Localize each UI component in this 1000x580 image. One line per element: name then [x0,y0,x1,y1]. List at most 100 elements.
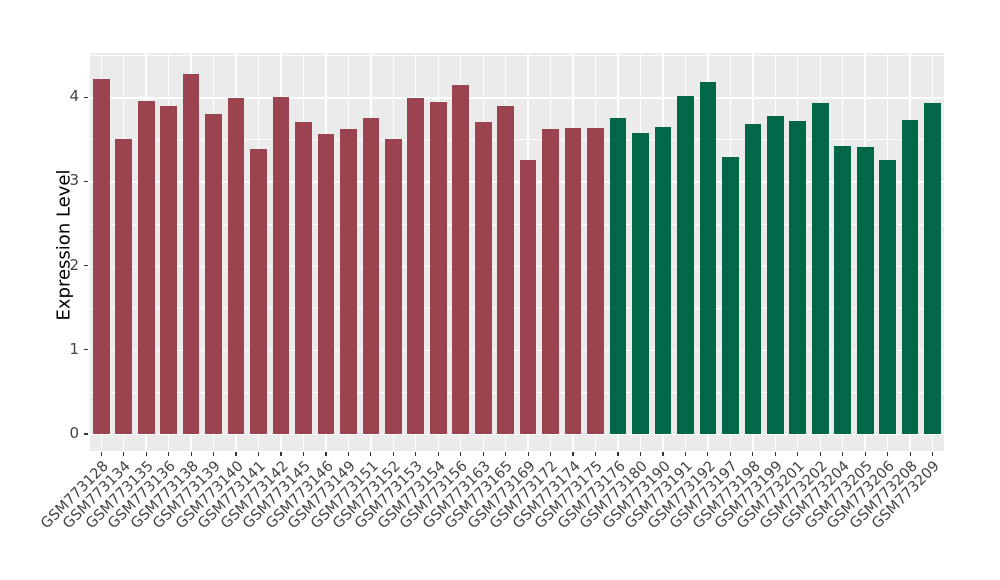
bar-GSM773140 [227,98,245,435]
x-tick-mark [505,451,507,456]
x-axis-slot: GSM773209 [869,451,943,576]
x-axis-slot: GSM773172 [487,451,561,576]
bar-GSM773145 [295,121,312,435]
x-axis-slot: GSM773153 [353,451,427,576]
y-tick-label: 0 [69,424,79,443]
x-tick-mark [774,451,776,456]
bar-slot [360,53,382,451]
bar-GSM773176 [609,118,627,435]
bar-slot [494,53,516,451]
bar-GSM773152 [385,139,402,435]
x-tick-mark [729,451,731,456]
x-tick-mark [145,451,147,456]
x-tick-mark [550,451,552,456]
bar-GSM773201 [789,120,807,435]
bar-slot [247,53,269,451]
bar-slot [629,53,651,451]
gridline-major [90,434,944,436]
x-tick-mark [212,451,215,456]
bar-slot [292,53,314,451]
x-axis-slot: GSM773139 [150,451,224,576]
x-tick-mark [168,451,170,456]
x-axis-slot: GSM773169 [465,451,539,576]
bar-slot [674,53,696,451]
bar-GSM773128 [92,78,110,435]
x-axis-slot: GSM773141 [195,451,269,576]
x-axis-slot: GSM773202 [757,451,831,576]
bar-slot [899,53,921,451]
x-tick-mark [415,451,417,456]
x-axis-slot: GSM773174 [510,451,584,576]
x-tick-mark [257,451,260,456]
bar-GSM773163 [474,122,492,435]
x-tick-mark [842,451,844,456]
x-axis-slot: GSM773198 [690,451,764,576]
bar-slot [472,53,494,451]
bar-slot [315,53,337,451]
x-tick-mark [347,451,349,456]
bar-slot [180,53,202,451]
x-tick-mark [437,451,439,456]
bar-GSM773142 [272,97,290,435]
x-axis-slot: GSM773151 [308,451,382,576]
bar-GSM773154 [429,102,447,435]
bar-slot [697,53,719,451]
bar-slot [225,53,247,451]
x-axis-slot: GSM773199 [712,451,786,576]
x-axis-slot: GSM773208 [847,451,921,576]
bar-GSM773134 [115,139,133,435]
x-axis-slot: GSM773156 [398,451,472,576]
x-axis-slot: GSM773152 [330,451,404,576]
x-tick-mark [662,451,664,456]
x-axis-slot: GSM773175 [532,451,606,576]
bar-GSM773202 [811,103,829,435]
x-tick-mark [123,451,125,456]
x-axis-slot: GSM773190 [600,451,674,576]
bar-slot [90,53,112,451]
bar-slot [112,53,134,451]
gridline-minor [90,223,944,225]
x-axis-slot: GSM773138 [128,451,202,576]
bar-slot [607,53,629,451]
bar-GSM773139 [205,114,222,435]
y-tick-label: 1 [69,339,79,358]
y-tick-label: 4 [69,87,79,106]
x-tick-mark [707,451,709,456]
bar-slot [854,53,876,451]
x-tick-mark [280,451,282,456]
bar-GSM773151 [362,118,380,435]
y-tick-mark [83,433,88,435]
bar-GSM773174 [564,128,582,435]
x-tick-mark [864,451,866,456]
bar-slot [427,53,449,451]
x-axis-slot: GSM773146 [263,451,337,576]
y-tick-mark [83,349,88,351]
bar-GSM773209 [924,103,941,435]
bar-slot [719,53,741,451]
gridline-minor [90,55,944,56]
bar-GSM773153 [407,98,425,435]
y-tick-mark [83,96,88,98]
x-tick-mark [617,451,619,456]
gridline-minor [90,139,944,140]
y-tick-mark [83,180,88,182]
bar-GSM773172 [542,129,559,435]
bar-slot [135,53,157,451]
x-axis-slot: GSM773192 [645,451,719,576]
bar-slot [584,53,606,451]
bar-GSM773146 [317,134,335,435]
x-tick-mark [887,451,889,456]
bar-slot [539,53,561,451]
y-axis: 0 1 2 3 4 [0,53,90,451]
bar-slot [270,53,292,451]
bar-slot [202,53,224,451]
x-tick-mark [302,451,305,456]
bar-GSM773204 [834,146,852,435]
bar-slot [764,53,786,451]
bar-GSM773169 [519,160,537,435]
x-tick-mark [909,451,911,456]
bar-slot [450,53,472,451]
x-axis-slot: GSM773191 [622,451,696,576]
bar-GSM773175 [587,127,604,435]
